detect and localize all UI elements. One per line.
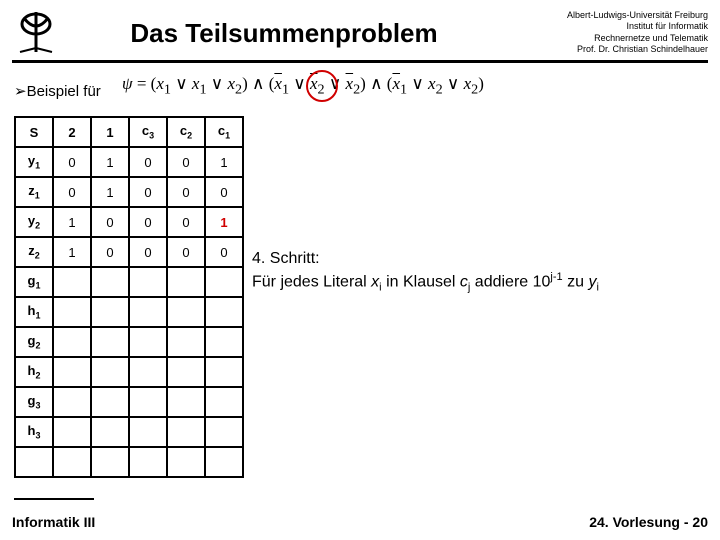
table-row — [15, 447, 243, 477]
example-label: ➢Beispiel für — [14, 82, 101, 100]
col-header: S — [15, 117, 53, 147]
table-row: h2 — [15, 357, 243, 387]
affil-line: Prof. Dr. Christian Schindelhauer — [508, 44, 708, 55]
footer: Informatik III 24. Vorlesung - 20 — [12, 514, 708, 530]
table-row: z1 01000 — [15, 177, 243, 207]
col-header: c3 — [129, 117, 167, 147]
step-description: 4. Schritt: Für jedes Literal xi in Klau… — [252, 248, 706, 295]
affil-line: Rechnernetze und Telematik — [508, 33, 708, 44]
table-row: y1 01001 — [15, 147, 243, 177]
footer-left: Informatik III — [12, 514, 95, 530]
table-row: z2 10000 — [15, 237, 243, 267]
table-row: g2 — [15, 327, 243, 357]
table-row: y2 10001 — [15, 207, 243, 237]
affil-line: Albert-Ludwigs-Universität Freiburg — [508, 10, 708, 21]
table-row: h1 — [15, 297, 243, 327]
table-row: g1 — [15, 267, 243, 297]
affiliation-block: Albert-Ludwigs-Universität Freiburg Inst… — [508, 8, 708, 55]
col-header: c2 — [167, 117, 205, 147]
step-body: Für jedes Literal xi in Klausel cj addie… — [252, 270, 706, 295]
step-heading: 4. Schritt: — [252, 248, 706, 270]
affil-line: Institut für Informatik — [508, 21, 708, 32]
footer-rule — [14, 498, 94, 500]
table-header-row: S 2 1 c3 c2 c1 — [15, 117, 243, 147]
footer-right: 24. Vorlesung - 20 — [589, 514, 708, 530]
table-row: h3 — [15, 417, 243, 447]
table-row: g3 — [15, 387, 243, 417]
page-title: Das Teilsummenproblem — [60, 8, 508, 49]
university-logo-icon — [12, 8, 60, 56]
col-header: c1 — [205, 117, 243, 147]
col-header: 2 — [53, 117, 91, 147]
formula: ψ = (x1 ∨ x1 ∨ x2) ∧ (x1 ∨ x2 ∨ x2) ∧ (x… — [122, 74, 702, 104]
col-header: 1 — [91, 117, 129, 147]
subset-sum-table: S 2 1 c3 c2 c1 y1 01001 z1 01000 y2 1000… — [14, 116, 244, 478]
header-rule — [12, 60, 708, 63]
